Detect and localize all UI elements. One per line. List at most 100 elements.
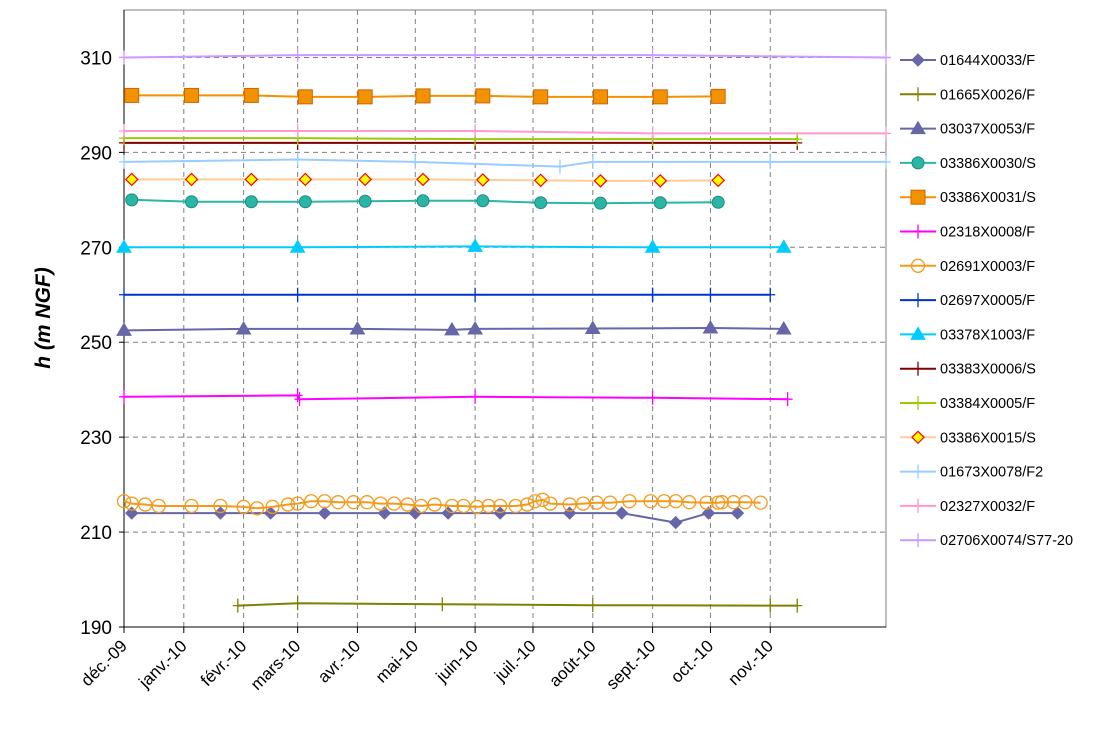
x-tick-label: mai-10 xyxy=(372,636,422,686)
series-line xyxy=(123,394,788,401)
data-point xyxy=(647,48,658,63)
data-point xyxy=(711,173,726,188)
data-point xyxy=(119,50,129,65)
x-tick-label: août-10 xyxy=(545,636,599,690)
data-point xyxy=(289,239,306,253)
y-tick-label: 190 xyxy=(80,618,112,639)
data-point xyxy=(647,390,658,405)
legend-item: 03386X0031/S xyxy=(900,189,1036,206)
data-point xyxy=(554,159,565,174)
legend-item: 02697X0005/F xyxy=(900,293,1035,309)
legend-label: 03384X0005/F xyxy=(940,396,1035,412)
series-5 xyxy=(119,388,793,407)
data-point xyxy=(765,598,776,613)
data-point xyxy=(647,126,658,141)
legend-marker xyxy=(913,293,923,308)
data-point xyxy=(444,498,460,514)
data-point xyxy=(533,173,548,188)
data-point xyxy=(475,173,490,187)
legend-label: 02327X0032/F xyxy=(940,499,1035,515)
legend-label: 01644X0033/F xyxy=(940,53,1035,69)
data-point xyxy=(792,132,803,147)
data-point xyxy=(592,89,608,105)
data-point xyxy=(358,194,372,208)
data-point xyxy=(753,495,768,510)
series-0 xyxy=(125,506,745,530)
data-point xyxy=(520,497,535,512)
data-point xyxy=(699,495,714,510)
data-point xyxy=(124,172,139,187)
series-layer xyxy=(116,48,891,613)
series-3 xyxy=(125,193,725,210)
series-1 xyxy=(232,596,803,613)
data-point xyxy=(280,497,296,512)
legend-item: 03384X0005/F xyxy=(900,396,1035,412)
data-point xyxy=(710,88,726,104)
data-point xyxy=(702,319,719,334)
data-point xyxy=(357,89,373,105)
data-point xyxy=(470,48,481,63)
legend-label: 03386X0015/S xyxy=(940,430,1036,446)
legend-item: 02327X0032/F xyxy=(900,499,1035,515)
data-point xyxy=(730,506,745,520)
legend-item: 01644X0033/F xyxy=(900,53,1035,69)
data-point xyxy=(298,195,312,209)
data-point xyxy=(726,495,741,510)
y-tick-label: 290 xyxy=(80,143,112,164)
data-point xyxy=(265,499,280,515)
data-point xyxy=(543,496,558,511)
data-point xyxy=(292,152,303,167)
data-point xyxy=(705,287,716,302)
legend-label: 02706X0074/S77-20 xyxy=(940,533,1073,549)
data-point xyxy=(151,498,166,514)
data-point xyxy=(437,597,448,612)
legend-marker xyxy=(913,87,923,102)
data-point xyxy=(416,172,430,187)
series-14 xyxy=(119,48,891,65)
data-point xyxy=(481,498,496,514)
data-point xyxy=(213,498,228,514)
data-point xyxy=(184,172,199,187)
data-point xyxy=(317,506,332,520)
legend-marker xyxy=(913,498,923,513)
x-tick-label: nov.-10 xyxy=(724,636,777,689)
y-tick-label: 210 xyxy=(80,523,112,544)
data-point xyxy=(593,196,607,210)
data-point xyxy=(535,492,550,507)
legend-label: 03386X0031/S xyxy=(940,190,1036,206)
data-point xyxy=(493,498,508,514)
legend-marker xyxy=(913,224,923,239)
data-point xyxy=(644,239,661,253)
legend-item: 03386X0030/S xyxy=(900,156,1036,172)
data-point xyxy=(185,195,199,209)
data-point xyxy=(782,392,793,407)
series-line xyxy=(124,137,798,141)
data-point xyxy=(249,501,265,516)
series-12 xyxy=(119,152,891,174)
data-point xyxy=(765,154,776,169)
legend-item: 01665X0026/F xyxy=(900,87,1035,103)
data-point xyxy=(124,87,140,103)
data-point xyxy=(669,515,683,530)
legend-marker xyxy=(910,258,926,273)
data-point xyxy=(294,392,305,407)
data-point xyxy=(292,388,303,403)
series-8 xyxy=(116,238,792,253)
legend-marker xyxy=(911,53,925,67)
data-point xyxy=(358,172,372,187)
data-point xyxy=(232,598,243,613)
data-point xyxy=(738,495,753,510)
data-point xyxy=(292,287,303,302)
legend-item: 02691X0003/F xyxy=(900,258,1035,275)
plot-area xyxy=(123,9,887,628)
legend-item: 01673X0078/F2 xyxy=(900,464,1043,481)
x-tick-label: oct.-10 xyxy=(667,636,717,686)
series-7 xyxy=(119,287,776,302)
data-point xyxy=(711,195,725,209)
data-point xyxy=(330,495,346,510)
data-point xyxy=(410,154,421,169)
legend-label: 01673X0078/F2 xyxy=(940,465,1043,481)
data-point xyxy=(244,172,259,187)
data-point xyxy=(881,126,891,141)
legend-marker xyxy=(913,396,923,410)
